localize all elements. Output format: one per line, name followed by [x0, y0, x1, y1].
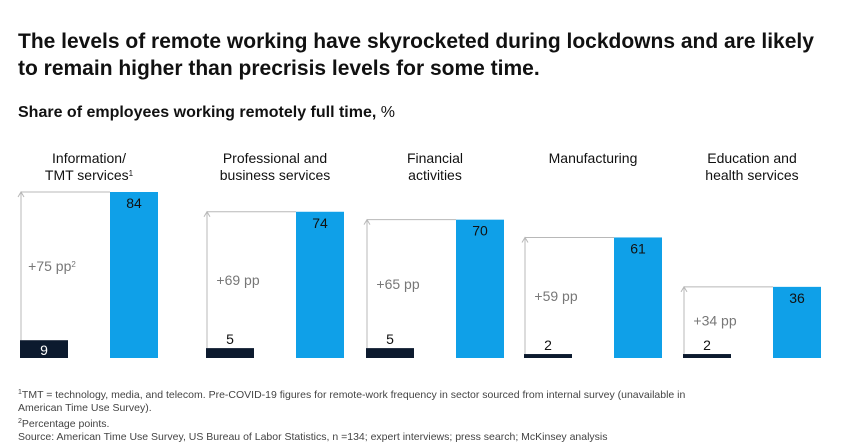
value-label-lockdown-4: 61: [630, 240, 646, 256]
value-label-lockdown-2: 74: [312, 215, 328, 231]
value-label-precrisis-4: 2: [544, 337, 552, 353]
difference-label-4: +59 pp: [534, 288, 577, 304]
subtitle-unit: %: [380, 104, 396, 121]
footnote-1-marker: 1: [18, 389, 22, 396]
category-label-4-line-1: Manufacturing: [549, 150, 638, 166]
value-label-precrisis-5: 2: [703, 337, 711, 353]
difference-label-5: +34 pp: [693, 312, 736, 328]
difference-label-2: +69 pp: [216, 272, 259, 288]
bar-lockdown-5: [773, 286, 821, 358]
value-label-lockdown-5: 36: [789, 290, 805, 306]
difference-label-1: +75 pp2: [28, 258, 76, 274]
connector-arrow-4: [521, 236, 529, 243]
chart-title: The levels of remote working have skyroc…: [18, 30, 814, 80]
footnote-1-text: TMT = technology, media, and telecom. Pr…: [21, 389, 686, 401]
subtitle-text: Share of employees working remotely full…: [18, 104, 377, 121]
footnote-2: 2Percentage points.: [18, 415, 838, 431]
category-label-5-line-2: health services: [705, 167, 798, 183]
footnotes: 1TMT = technology, media, and telecom. P…: [18, 386, 838, 444]
bar-lockdown-3: [456, 219, 504, 358]
connector-arrow-3: [363, 218, 371, 225]
connector-arrow-5: [680, 285, 688, 293]
bar-lockdown-1: [110, 192, 158, 358]
connector-arrow-2: [203, 210, 211, 218]
category-label-3-line-2: activities: [408, 167, 462, 183]
value-label-precrisis-3: 5: [386, 331, 394, 347]
bar-chart: Information/TMT services1 9 84 +75 pp2 Profe…: [17, 150, 821, 358]
footnote-source: Source: American Time Use Survey, US Bur…: [18, 431, 608, 443]
footnote-1: 1TMT = technology, media, and telecom. P…: [18, 386, 838, 402]
value-label-precrisis-2: 5: [226, 331, 234, 347]
bar-precrisis-4: [524, 354, 572, 358]
value-label-precrisis-1: 9: [40, 342, 48, 358]
value-label-lockdown-1: 84: [126, 195, 142, 211]
category-label-2-line-2: business services: [220, 167, 331, 183]
category-label-5-line-1: Education and: [707, 150, 797, 166]
bar-precrisis-1: [20, 340, 68, 358]
connector-arrow-1: [17, 191, 25, 198]
category-label-1-line-2: TMT services1: [45, 167, 134, 183]
bar-precrisis-2: [206, 348, 254, 358]
category-label-1-line-1: Information/: [52, 150, 126, 166]
value-label-lockdown-3: 70: [472, 223, 488, 239]
bar-precrisis-3: [366, 348, 414, 358]
footnote-1-cont: American Time Use Survey).: [18, 402, 152, 414]
footnote-2-marker: 2: [18, 418, 22, 425]
footnote-2-text: Percentage points.: [21, 418, 110, 430]
chart-subtitle: Share of employees working remotely full…: [18, 104, 395, 122]
bar-lockdown-4: [614, 237, 662, 358]
category-label-2-line-1: Professional and: [223, 150, 327, 166]
difference-label-3: +65 pp: [376, 276, 419, 292]
bar-lockdown-2: [296, 211, 344, 358]
category-label-3-line-1: Financial: [407, 150, 463, 166]
bar-precrisis-5: [683, 354, 731, 358]
